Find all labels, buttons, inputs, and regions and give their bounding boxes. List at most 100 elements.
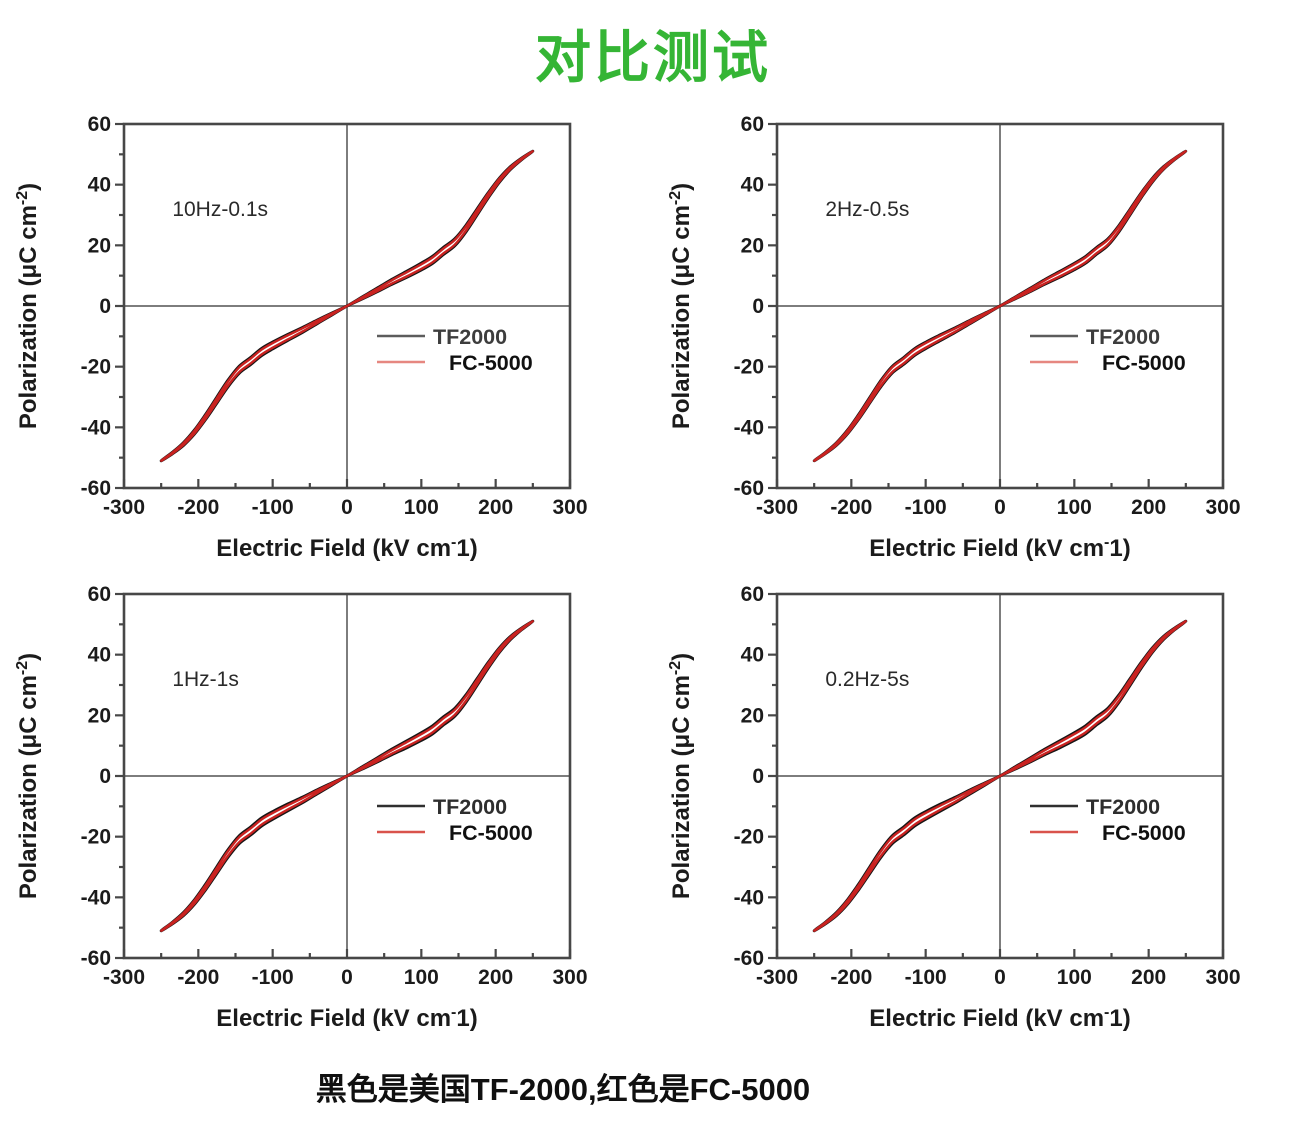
- plot-frame: [122, 592, 572, 960]
- legend-item-tf2000: TF2000: [377, 795, 507, 819]
- panel-condition-label: 2Hz-0.5s: [825, 198, 909, 221]
- x-tick-label: 300: [1205, 966, 1240, 989]
- y-tick-label: -60: [81, 947, 111, 970]
- x-tick-label: -100: [252, 966, 294, 989]
- y-tick-label: -40: [734, 886, 764, 909]
- y-tick-label: 0: [99, 765, 111, 788]
- legend-label: FC-5000: [449, 351, 533, 375]
- x-tick-label: 100: [404, 496, 439, 519]
- x-tick-label: 200: [1131, 966, 1166, 989]
- x-tick-label: 200: [478, 496, 513, 519]
- plot-frame: [775, 122, 1225, 490]
- x-tick-label: 0: [994, 966, 1006, 989]
- y-axis-label: Polarization (μC cm-2): [14, 183, 42, 429]
- hysteresis-panel-1: -300 -200 -100 0 100 200 300 60 40 20 0 -20 -40 -60 10…: [0, 110, 653, 580]
- y-tick-label: 40: [741, 174, 764, 197]
- y-tick-label: 40: [88, 174, 111, 197]
- bottom-caption: 黑色是美国TF-2000,红色是FC-5000: [315, 1072, 811, 1107]
- y-axis-label: Polarization (μC cm-2): [667, 653, 695, 899]
- y-tick-label: 40: [741, 644, 764, 667]
- y-tick-label: 20: [741, 234, 764, 257]
- x-tick-label: 100: [1057, 966, 1092, 989]
- legend-item-fc5000: FC-5000: [377, 821, 533, 845]
- x-tick-label: 200: [478, 966, 513, 989]
- y-tick-label: -60: [81, 477, 111, 500]
- y-tick-label: 0: [752, 295, 764, 318]
- legend-item-fc5000: FC-5000: [377, 351, 533, 375]
- x-tick-label: -200: [177, 966, 219, 989]
- panel-condition-label: 1Hz-1s: [172, 668, 239, 691]
- hysteresis-chart: -300 -200 -100 0 100 200 3006040200-20-40-601H…: [14, 583, 588, 1032]
- y-tick-label: 20: [741, 704, 764, 727]
- page-title: 对比测试: [535, 26, 771, 89]
- legend-label: TF2000: [433, 325, 507, 349]
- y-tick-label: 60: [88, 113, 111, 136]
- y-tick-label: -20: [734, 356, 764, 379]
- x-tick-label: -200: [177, 496, 219, 519]
- y-tick-label: 20: [88, 704, 111, 727]
- y-tick-label: 60: [88, 583, 111, 606]
- x-tick-label: -300: [756, 496, 798, 519]
- y-tick-label: -20: [734, 826, 764, 849]
- hysteresis-chart: -300 -200 -100 0 100 200 3006040200-20-40-600.…: [667, 583, 1241, 1032]
- fc5000-curve: [813, 150, 1187, 462]
- hysteresis-panel-3: -300 -200 -100 0 100 200 300 60 40 20 0 -20 -40 -60 1H…: [0, 580, 653, 1050]
- x-axis-label: Electric Field (kV cm-1): [869, 534, 1130, 562]
- x-tick-label: 200: [1131, 496, 1166, 519]
- x-axis-label: Electric Field (kV cm-1): [869, 1004, 1130, 1032]
- y-tick-label: 20: [88, 234, 111, 257]
- x-tick-label: 0: [341, 966, 353, 989]
- x-tick-label: 100: [1057, 496, 1092, 519]
- legend-label: TF2000: [1086, 325, 1160, 349]
- x-tick-label: -300: [103, 966, 145, 989]
- y-tick-label: -40: [734, 416, 764, 439]
- comparison-grid: -300 -200 -100 0 100 200 300 60 40 20 0 -20 -40 -60 10…: [0, 110, 1306, 1050]
- hysteresis-panel-2: -300 -200 -100 0 100 200 300 60 40 20 0 -20 -40 -60 2H…: [653, 110, 1306, 580]
- x-tick-label: -100: [905, 496, 947, 519]
- x-tick-label: 100: [404, 966, 439, 989]
- panel-condition-label: 0.2Hz-5s: [825, 668, 909, 691]
- plot-frame: [122, 122, 572, 490]
- x-tick-label: 300: [1205, 496, 1240, 519]
- x-tick-label: -200: [830, 966, 872, 989]
- x-tick-label: -100: [252, 496, 294, 519]
- legend-label: TF2000: [1086, 795, 1160, 819]
- plot-frame: [775, 592, 1225, 960]
- fc5000-curve: [160, 150, 534, 462]
- x-tick-label: -100: [905, 966, 947, 989]
- y-axis-label: Polarization (μC cm-2): [14, 653, 42, 899]
- x-tick-label: 0: [341, 496, 353, 519]
- y-tick-label: -20: [81, 356, 111, 379]
- legend-item-tf2000: TF2000: [1030, 795, 1160, 819]
- legend-item-fc5000: FC-5000: [1030, 351, 1186, 375]
- x-tick-label: 300: [552, 966, 587, 989]
- y-tick-label: 0: [99, 295, 111, 318]
- hysteresis-chart: -300 -200 -100 0 100 200 3006040200-20-40-602H…: [667, 113, 1241, 562]
- y-tick-label: 60: [741, 113, 764, 136]
- y-axis-label: Polarization (μC cm-2): [667, 183, 695, 429]
- y-tick-label: 60: [741, 583, 764, 606]
- y-tick-label: -60: [734, 947, 764, 970]
- x-tick-label: -300: [103, 496, 145, 519]
- legend-label: FC-5000: [449, 821, 533, 845]
- legend-item-fc5000: FC-5000: [1030, 821, 1186, 845]
- legend-item-tf2000: TF2000: [1030, 325, 1160, 349]
- x-axis-label: Electric Field (kV cm-1): [216, 534, 477, 562]
- y-tick-label: 0: [752, 765, 764, 788]
- y-tick-label: -40: [81, 416, 111, 439]
- fc5000-curve: [160, 620, 534, 932]
- x-tick-label: 300: [552, 496, 587, 519]
- x-tick-label: 0: [994, 496, 1006, 519]
- panel-condition-label: 10Hz-0.1s: [172, 198, 268, 221]
- hysteresis-chart: -300 -200 -100 0 100 200 3006040200-20-40-6010…: [14, 113, 588, 562]
- x-axis-label: Electric Field (kV cm-1): [216, 1004, 477, 1032]
- x-tick-label: -300: [756, 966, 798, 989]
- legend-label: TF2000: [433, 795, 507, 819]
- legend-item-tf2000: TF2000: [377, 325, 507, 349]
- y-tick-label: -60: [734, 477, 764, 500]
